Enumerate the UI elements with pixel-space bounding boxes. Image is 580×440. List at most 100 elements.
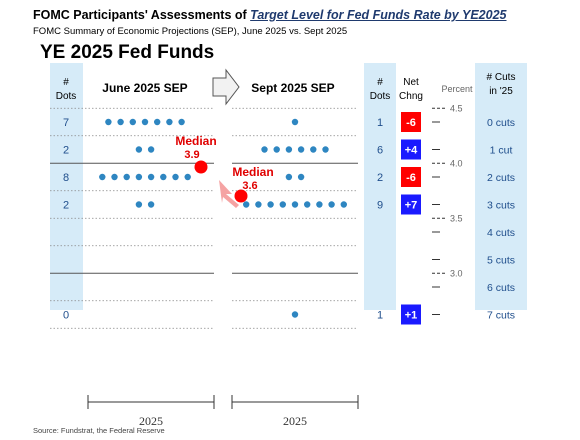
percent-tick-label-4.5: 4.5 — [450, 103, 463, 113]
net-change-badge-2 — [401, 167, 421, 187]
june-median-value: 3.9 — [184, 149, 199, 161]
percent-tick-label-3.0: 3.0 — [450, 268, 463, 278]
june-count-3: 2 — [63, 200, 69, 212]
sept-count-0: 1 — [377, 117, 383, 129]
june-row-3-dot-0 — [135, 201, 143, 208]
chart-main-title: YE 2025 Fed Funds — [40, 42, 215, 63]
sept-count-2: 2 — [377, 172, 383, 184]
sept-row-3-dot-4 — [291, 201, 299, 208]
sept-count-7: 1 — [377, 310, 383, 322]
cuts-label-3: 3 cuts — [487, 200, 515, 212]
june-row-0-dot-2 — [129, 118, 136, 126]
june-row-1-dot-1 — [147, 146, 155, 153]
june-row-2-dot-3 — [135, 173, 143, 181]
june-count-0: 7 — [63, 117, 69, 129]
sept-median-marker — [234, 189, 248, 203]
sept-row-2-dot-0 — [285, 173, 293, 181]
cuts-header-1: # Cuts — [487, 72, 516, 83]
x-label-june: 2025 — [139, 414, 163, 428]
june-count-1: 2 — [63, 145, 69, 157]
sept-row-3-dot-7 — [328, 201, 335, 208]
chart-subtitle: FOMC Summary of Economic Projections (SE… — [33, 26, 348, 37]
june-row-0-dot-6 — [178, 118, 185, 126]
row-labels-layer: 4.5 4.0 3.5 3.0 7 1 -6 0 cuts 2 6 +4 1 cut 8 2 -6 2 cut… — [63, 103, 515, 325]
june-row-2-dot-6 — [172, 173, 179, 181]
percent-tick-label-4.0: 4.0 — [450, 158, 463, 168]
june-median-marker — [194, 160, 208, 174]
percent-header: Percent — [441, 84, 473, 94]
sept-row-1-dot-5 — [322, 146, 329, 153]
june-row-0-dot-0 — [105, 118, 112, 126]
sept-row-3-dot-1 — [255, 201, 262, 208]
cuts-label-6: 6 cuts — [487, 282, 515, 294]
netchg-header-1: Net — [403, 77, 419, 88]
sept-row-0-dot-0 — [291, 118, 299, 126]
june-dots-header-2: Dots — [56, 91, 77, 102]
sept-count-3: 9 — [377, 200, 383, 212]
net-change-badge-0 — [401, 112, 421, 132]
cuts-label-1: 1 cut — [490, 145, 513, 157]
sept-sep-header: Sept 2025 SEP — [251, 81, 334, 95]
median-shift-arrow-icon — [219, 180, 239, 208]
cuts-label-0: 0 cuts — [487, 117, 515, 129]
sept-dots-header-1: # — [377, 77, 383, 88]
june-row-2-dot-2 — [123, 173, 130, 181]
net-change-badge-1 — [401, 139, 421, 160]
cuts-panel — [475, 63, 527, 310]
net-change-value-0: -6 — [406, 117, 416, 129]
cuts-label-2: 2 cuts — [487, 172, 515, 184]
cuts-label-4: 4 cuts — [487, 227, 515, 239]
sept-row-1-dot-1 — [273, 146, 280, 153]
sept-row-7-dot-0 — [291, 311, 299, 318]
june-row-2-dot-1 — [111, 173, 118, 181]
june-row-0-dot-4 — [154, 118, 161, 126]
sept-dots-panel — [364, 63, 396, 310]
june-dots-header-1: # — [63, 77, 69, 88]
x-label-sept: 2025 — [283, 414, 307, 428]
june-sep-header: June 2025 SEP — [102, 81, 187, 95]
sept-row-3-dot-3 — [279, 201, 286, 208]
title-emphasis: Target Level for Fed Funds Rate by YE202… — [250, 8, 507, 22]
sept-dots-header-2: Dots — [370, 91, 391, 102]
june-row-1-dot-0 — [135, 146, 143, 153]
net-change-value-2: -6 — [406, 172, 416, 184]
june-row-0-dot-1 — [117, 118, 124, 126]
sept-row-1-dot-2 — [285, 146, 293, 153]
june-row-3-dot-1 — [147, 201, 155, 208]
june-row-2-dot-7 — [184, 173, 191, 181]
source-note: Source: Fundstrat, the Federal Reserve — [33, 426, 165, 435]
sept-row-1-dot-0 — [261, 146, 268, 153]
cuts-label-7: 7 cuts — [487, 310, 515, 322]
sept-row-3-dot-0 — [243, 201, 250, 208]
sept-count-1: 6 — [377, 145, 383, 157]
comparison-arrow-icon — [212, 68, 240, 106]
title-prefix: FOMC Participants' Assessments of — [33, 8, 251, 22]
sept-row-1-dot-4 — [310, 146, 317, 153]
sept-row-3-dot-8 — [340, 201, 347, 208]
june-row-2-dot-0 — [99, 173, 106, 181]
june-row-2-dot-4 — [147, 173, 155, 181]
net-change-badge-7 — [401, 304, 421, 325]
net-change-badge-3 — [401, 194, 421, 215]
netchg-header-2: Chng — [399, 91, 423, 102]
sept-row-2-dot-1 — [297, 173, 305, 181]
june-row-2-dot-5 — [160, 173, 167, 181]
percent-tick-label-3.5: 3.5 — [450, 213, 463, 223]
sept-row-3-dot-2 — [267, 201, 274, 208]
june-median-label: Median — [175, 134, 216, 148]
sept-row-1-dot-3 — [297, 146, 305, 153]
chart-header-title: FOMC Participants' Assessments of Target… — [33, 8, 507, 22]
cuts-header-2: in '25 — [489, 86, 513, 97]
net-change-value-3: +7 — [405, 200, 418, 212]
net-change-value-1: +4 — [405, 145, 418, 157]
june-row-0-dot-5 — [166, 118, 173, 126]
net-change-value-7: +1 — [405, 310, 418, 322]
sept-row-3-dot-5 — [304, 201, 311, 208]
sept-median-label: Median — [232, 165, 273, 179]
grid-lines — [50, 107, 447, 329]
sept-median-value: 3.6 — [242, 180, 257, 192]
sept-row-3-dot-6 — [316, 201, 323, 208]
june-row-0-dot-3 — [141, 118, 149, 126]
june-dots-panel — [50, 63, 83, 310]
